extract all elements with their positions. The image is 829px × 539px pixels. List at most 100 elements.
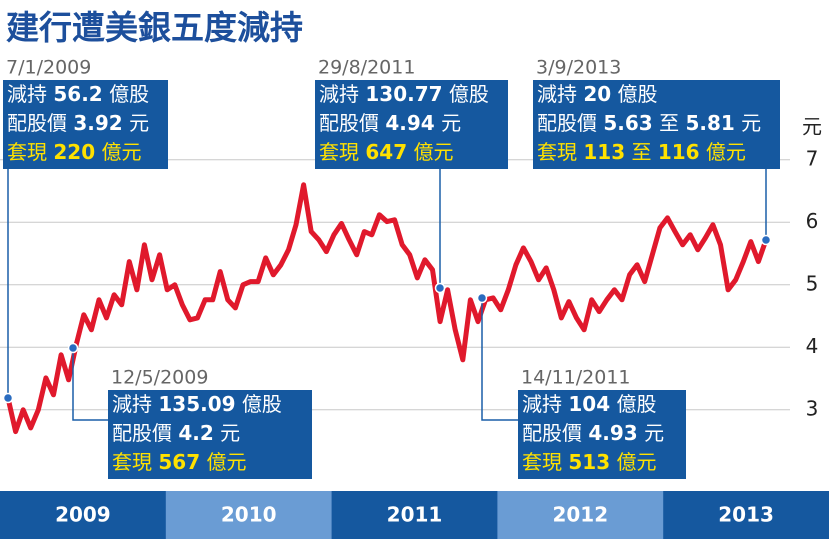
annotation-line: 配股價 4.94 元 — [319, 111, 461, 135]
annotation-text: 116 — [658, 140, 700, 164]
annotation-text: 至 — [625, 140, 658, 164]
annotation-text: 套現 — [319, 140, 365, 164]
annotation-text: 至 — [653, 111, 686, 135]
annotation-text: 113 — [583, 140, 625, 164]
annotation-text: 135.09 — [158, 392, 235, 416]
y-tick-label: 3 — [806, 396, 819, 420]
y-unit: 元 — [802, 115, 822, 139]
annotation-line: 配股價 4.2 元 — [112, 421, 240, 445]
annotation-text: 647 — [365, 140, 407, 164]
marker-dot — [434, 282, 446, 294]
annotation-text: 220 — [53, 140, 95, 164]
annotation-text: 4.93 — [588, 421, 637, 445]
annotation-text: 億股 — [611, 82, 657, 106]
x-tick-label: 2010 — [221, 503, 277, 527]
annotation-line: 套現 647 億元 — [319, 140, 453, 164]
annotation-text: 配股價 — [112, 421, 178, 445]
annotation-text: 567 — [158, 450, 200, 474]
annotation-line: 減持 20 億股 — [537, 82, 658, 106]
annotation-line: 套現 113 至 116 億元 — [537, 140, 746, 164]
annotation-text: 億元 — [95, 140, 141, 164]
annotation-text: 減持 — [522, 392, 568, 416]
marker-dot — [760, 234, 772, 246]
annotation-line: 套現 567 億元 — [112, 450, 246, 474]
annotation-text: 套現 — [112, 450, 158, 474]
annotation-text: 3.92 — [73, 111, 122, 135]
annotation-text: 20 — [583, 82, 611, 106]
annotation-date: 7/1/2009 — [6, 57, 91, 79]
annotation-text: 元 — [214, 421, 240, 445]
annotation-line: 減持 104 億股 — [522, 392, 656, 416]
annotation-date: 3/9/2013 — [536, 57, 621, 79]
x-tick-label: 2009 — [55, 503, 111, 527]
annotation-text: 億股 — [443, 82, 489, 106]
annotation-text: 配股價 — [537, 111, 603, 135]
annotation-text: 減持 — [537, 82, 583, 106]
y-tick-label: 5 — [806, 271, 819, 295]
annotation-date: 29/8/2011 — [318, 57, 415, 79]
chart-title: 建行遭美銀五度減持 — [6, 8, 303, 47]
annotation-box — [533, 80, 780, 169]
marker-dot — [67, 342, 79, 354]
x-tick-label: 2011 — [387, 503, 443, 527]
annotation-text: 元 — [123, 111, 149, 135]
annotation-text: 元 — [435, 111, 461, 135]
annotation-text: 億元 — [700, 140, 746, 164]
annotation-text: 億元 — [200, 450, 246, 474]
annotation-text: 4.94 — [385, 111, 434, 135]
marker-dot — [476, 292, 488, 304]
x-tick-label: 2012 — [552, 503, 608, 527]
annotation-text: 130.77 — [365, 82, 442, 106]
annotation-text: 56.2 — [53, 82, 102, 106]
annotation-text: 減持 — [7, 82, 53, 106]
annotation-line: 減持 56.2 億股 — [7, 82, 149, 106]
annotation-date: 14/11/2011 — [521, 367, 631, 389]
x-tick-label: 2013 — [718, 503, 774, 527]
annotation-text: 套現 — [522, 450, 568, 474]
annotation-text: 億股 — [610, 392, 656, 416]
annotation-text: 配股價 — [319, 111, 385, 135]
annotation-box — [108, 390, 312, 479]
y-tick-label: 6 — [806, 209, 819, 233]
annotation-line: 減持 130.77 億股 — [319, 82, 489, 106]
annotation-text: 配股價 — [7, 111, 73, 135]
annotation-text: 配股價 — [522, 421, 588, 445]
annotation-text: 億股 — [103, 82, 149, 106]
year-band — [0, 491, 167, 539]
y-tick-label: 7 — [806, 146, 819, 170]
annotation-box — [518, 390, 686, 479]
annotation-box — [315, 80, 508, 169]
annotation-text: 減持 — [112, 392, 158, 416]
annotation-text: 5.81 — [685, 111, 734, 135]
annotation-text: 億元 — [610, 450, 656, 474]
marker-dot — [2, 392, 14, 404]
annotation-line: 套現 220 億元 — [7, 140, 141, 164]
annotation-text: 4.2 — [178, 421, 213, 445]
annotation-line: 配股價 3.92 元 — [7, 111, 149, 135]
connector — [72, 348, 108, 421]
annotation-text: 元 — [735, 111, 761, 135]
annotation-line: 配股價 5.63 至 5.81 元 — [537, 111, 761, 135]
annotation-text: 元 — [638, 421, 664, 445]
annotation-text: 套現 — [537, 140, 583, 164]
annotation-text: 億股 — [236, 392, 282, 416]
annotation-text: 5.63 — [603, 111, 652, 135]
annotation-text: 億元 — [407, 140, 453, 164]
annotation-text: 513 — [568, 450, 610, 474]
annotation-line: 配股價 4.93 元 — [522, 421, 664, 445]
annotation-line: 套現 513 億元 — [522, 450, 656, 474]
annotation-line: 減持 135.09 億股 — [112, 392, 282, 416]
annotation-text: 104 — [568, 392, 610, 416]
year-band — [165, 491, 333, 539]
connector — [481, 298, 518, 421]
annotation-text: 套現 — [7, 140, 53, 164]
annotation-text: 減持 — [319, 82, 365, 106]
price-line — [5, 182, 769, 435]
year-band — [497, 491, 664, 539]
annotation-box — [3, 80, 168, 169]
year-band — [331, 491, 498, 539]
y-tick-label: 4 — [806, 334, 819, 358]
year-band — [663, 491, 829, 539]
annotation-date: 12/5/2009 — [111, 367, 208, 389]
